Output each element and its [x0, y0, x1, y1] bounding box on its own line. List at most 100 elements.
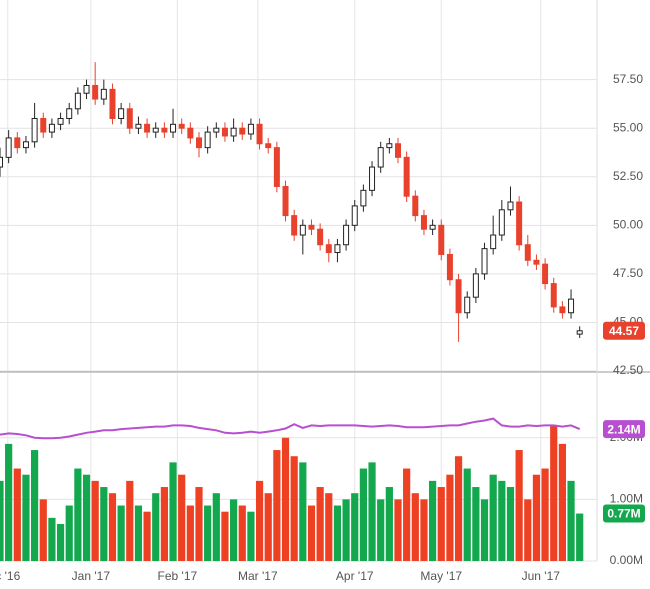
candle-body [221, 127, 228, 137]
volume-bar [264, 493, 272, 561]
volume-bar [273, 450, 281, 561]
volume-bar [333, 505, 342, 561]
candle-body [230, 127, 237, 137]
moving-average-line [0, 417, 581, 440]
x-tick-label: Apr '17 [336, 569, 374, 583]
volume-bar [472, 487, 480, 561]
volume-bar [506, 487, 515, 561]
y-tick-label: 0.00M [610, 553, 643, 567]
candle-body [490, 234, 497, 250]
volume-bar [91, 480, 99, 561]
candle-body [170, 123, 177, 133]
volume-bar [299, 462, 307, 561]
ma-label-text: 2.14M [607, 422, 640, 436]
y-tick-label: 55.00 [613, 120, 643, 134]
candle-body [317, 228, 324, 246]
candle-body [325, 244, 332, 254]
candle-body [360, 189, 367, 207]
candle-body [239, 127, 246, 135]
volume-bar [480, 499, 489, 561]
volume-bar [532, 474, 541, 561]
candle-body [92, 84, 99, 100]
candle-body [377, 147, 384, 168]
x-tick-label: May '17 [420, 569, 462, 583]
volume-bar [524, 499, 532, 561]
volume-bar [316, 487, 324, 561]
candle-body [576, 330, 583, 335]
volume-bar [195, 487, 203, 561]
candle-body [498, 209, 505, 236]
ma-label-box [603, 420, 645, 439]
volume-bar [403, 468, 411, 561]
volume-bar [359, 468, 367, 561]
candle-body [568, 298, 575, 314]
candle-body [126, 108, 133, 129]
candle-body [74, 92, 81, 110]
volume-bar [82, 474, 91, 561]
candle-body [57, 117, 64, 125]
x-tick-label: Mar '17 [238, 569, 278, 583]
volume-bar [48, 517, 56, 561]
last-label-text: 0.77M [607, 507, 640, 521]
volume-bar [351, 493, 359, 561]
candle-body [0, 156, 3, 168]
volume-bar [576, 513, 584, 561]
volume-bar [108, 493, 117, 561]
y-tick-label: 57.50 [613, 72, 643, 86]
volume-bar [212, 493, 220, 561]
candle-body [308, 224, 315, 230]
last-label-box [603, 504, 645, 523]
candle-body [48, 123, 55, 133]
volume-bar [134, 505, 143, 561]
candle-body [109, 88, 116, 119]
volume-bar [152, 493, 160, 561]
candle-body [429, 224, 436, 230]
volume-bar [541, 468, 549, 561]
volume-bar [22, 474, 30, 561]
candle-body [247, 123, 254, 135]
candle-body [481, 248, 488, 275]
volume-bar [429, 480, 437, 561]
volume-bar [230, 499, 238, 561]
y-tick-label: 50.00 [613, 217, 643, 231]
volume-bar [178, 474, 186, 561]
candle-body [464, 296, 471, 314]
volume-bar [5, 443, 13, 561]
candle-body [66, 108, 73, 119]
volume-bar [342, 499, 350, 561]
volume-bar [13, 468, 21, 561]
volume-bar [368, 462, 376, 561]
volume-bar [186, 505, 194, 561]
candle-body [542, 263, 549, 285]
candle-body [100, 88, 107, 100]
volume-bar [446, 474, 454, 561]
y-tick-label: 42.50 [613, 363, 643, 377]
candle-body [524, 244, 531, 261]
candle-body [22, 141, 29, 149]
volume-bar [31, 450, 39, 561]
volume-bar [221, 511, 229, 561]
volume-bar [420, 499, 428, 561]
candle-body [438, 224, 445, 255]
volume-bar [204, 505, 212, 561]
candle-body [282, 185, 289, 217]
candle-body [533, 259, 540, 265]
volume-bar [463, 468, 471, 561]
candle-body [403, 156, 410, 197]
last-label-text: 44.57 [609, 324, 639, 338]
candle-body [31, 117, 38, 143]
candle-body [507, 201, 514, 211]
volume-bar [74, 468, 82, 561]
candle-body [559, 306, 566, 314]
candle-body [291, 215, 298, 236]
candle-body [299, 224, 306, 236]
volume-bar [126, 480, 134, 561]
candle-body [386, 143, 393, 149]
volume-bar [0, 480, 4, 561]
candle-body [369, 166, 376, 191]
candle-body [516, 201, 523, 246]
candle-body [412, 195, 419, 217]
x-tick-label: Jan '17 [72, 569, 111, 583]
candle-body [420, 215, 427, 230]
